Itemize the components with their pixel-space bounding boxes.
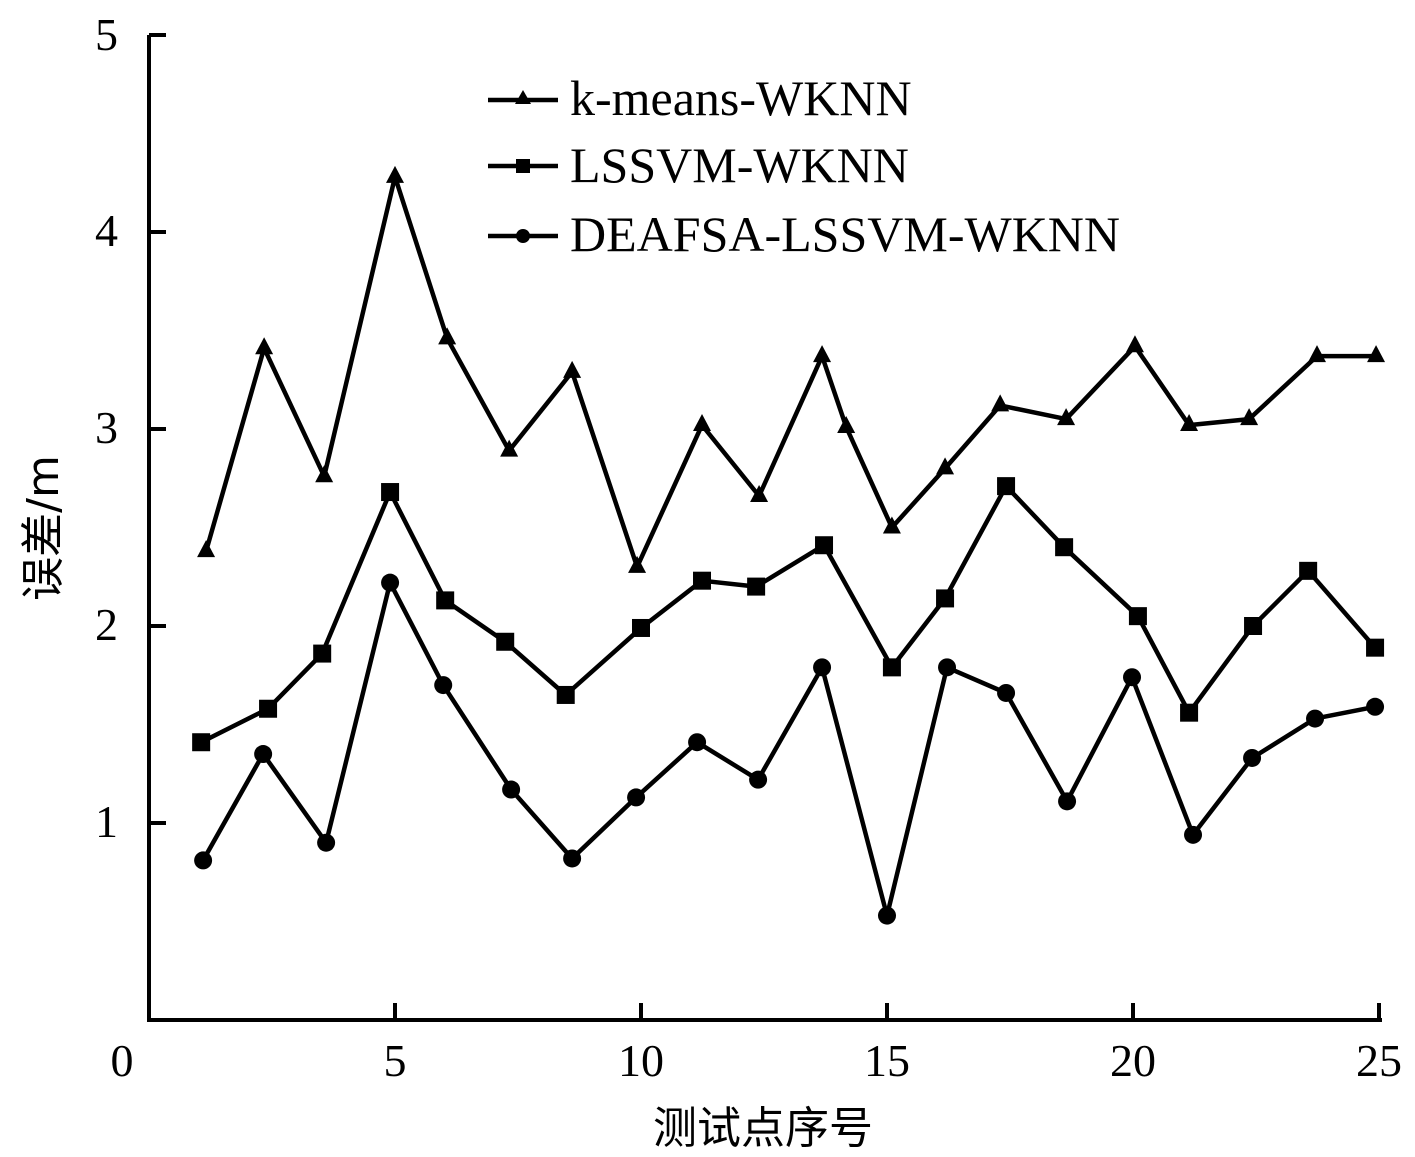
circle-marker-icon xyxy=(878,906,896,925)
y-axis-title: 误差/m xyxy=(18,455,69,601)
triangle-marker-icon xyxy=(837,416,856,434)
triangle-marker-icon xyxy=(315,465,334,483)
legend-item-deafsa-lssvm-wknn: DEAFSA-LSSVM-WKNN xyxy=(488,206,1120,262)
legend-label: DEAFSA-LSSVM-WKNN xyxy=(570,206,1120,262)
triangle-marker-icon xyxy=(255,337,274,355)
legend-item-k-means-wknn: k-means-WKNN xyxy=(488,70,912,126)
square-marker-icon xyxy=(1244,617,1263,635)
square-marker-icon xyxy=(496,632,515,651)
triangle-marker-icon xyxy=(1180,414,1199,432)
y-axis-ticks xyxy=(149,33,166,825)
series-layer xyxy=(192,165,1386,925)
square-marker-icon xyxy=(1366,638,1385,657)
square-icon xyxy=(516,159,530,173)
circle-marker-icon xyxy=(688,733,707,752)
square-marker-icon xyxy=(1128,607,1147,626)
square-marker-icon xyxy=(1299,561,1318,580)
circle-marker-icon xyxy=(563,849,582,868)
triangle-marker-icon xyxy=(882,516,901,534)
square-marker-icon xyxy=(936,589,955,608)
triangle-marker-icon xyxy=(563,360,582,378)
triangle-marker-icon xyxy=(1125,335,1144,353)
circle-marker-icon xyxy=(749,770,768,789)
triangle-marker-icon xyxy=(750,484,769,502)
series-lssvm-wknn xyxy=(192,477,1385,752)
triangle-icon xyxy=(515,90,531,104)
circle-marker-icon xyxy=(434,676,453,695)
triangle-marker-icon xyxy=(438,327,457,345)
circle-marker-icon xyxy=(194,851,213,870)
x-axis-title: 测试点序号 xyxy=(653,1103,873,1154)
circle-marker-icon xyxy=(254,745,273,764)
axes xyxy=(147,33,1382,1022)
square-marker-icon xyxy=(815,536,834,555)
circle-marker-icon xyxy=(1243,748,1262,767)
triangle-marker-icon xyxy=(936,457,955,475)
circle-marker-icon xyxy=(1184,825,1203,844)
triangle-marker-icon xyxy=(813,345,832,363)
x-tick-label: 15 xyxy=(864,1035,910,1086)
triangle-marker-icon xyxy=(1308,345,1327,363)
square-marker-icon xyxy=(632,618,650,637)
y-tick-label: 1 xyxy=(95,796,118,847)
y-tick-label: 3 xyxy=(95,402,118,453)
circle-marker-icon xyxy=(1058,792,1077,811)
square-marker-icon xyxy=(997,477,1016,496)
y-tick-label: 4 xyxy=(95,205,118,256)
x-tick-label: 20 xyxy=(1110,1035,1156,1086)
circle-marker-icon xyxy=(317,833,336,852)
x-axis-ticks xyxy=(393,1003,1381,1020)
x-tick-label: 5 xyxy=(384,1035,407,1086)
square-marker-icon xyxy=(1180,703,1199,722)
circle-marker-icon xyxy=(627,788,646,807)
square-marker-icon xyxy=(693,571,712,590)
triangle-marker-icon xyxy=(693,414,712,432)
circle-icon xyxy=(516,229,530,243)
legend-label: LSSVM-WKNN xyxy=(570,137,909,193)
triangle-marker-icon xyxy=(197,540,216,558)
square-marker-icon xyxy=(313,644,332,663)
triangle-marker-icon xyxy=(628,555,647,573)
circle-marker-icon xyxy=(381,573,400,592)
x-tick-label: 25 xyxy=(1356,1035,1402,1086)
square-marker-icon xyxy=(259,699,278,718)
circle-marker-icon xyxy=(813,658,832,677)
square-marker-icon xyxy=(1055,538,1074,557)
circle-marker-icon xyxy=(1123,668,1142,687)
circle-marker-icon xyxy=(997,683,1016,702)
triangle-marker-icon xyxy=(1367,345,1386,363)
square-marker-icon xyxy=(192,733,211,752)
square-marker-icon xyxy=(381,483,400,502)
circle-marker-icon xyxy=(938,658,957,677)
triangle-marker-icon xyxy=(386,165,404,183)
y-tick-labels: 1 2 3 4 5 xyxy=(95,9,118,847)
legend: k-means-WKNN LSSVM-WKNN DEAFSA-LSSVM-WKN… xyxy=(488,70,1120,262)
circle-marker-icon xyxy=(1306,709,1325,728)
square-marker-icon xyxy=(747,577,766,596)
circle-marker-icon xyxy=(502,780,521,799)
y-tick-label: 2 xyxy=(95,599,118,650)
square-marker-icon xyxy=(882,658,901,677)
series-deafsa-lssvm-wknn xyxy=(194,573,1385,925)
triangle-marker-icon xyxy=(991,394,1010,412)
circle-marker-icon xyxy=(1366,697,1385,716)
series-line xyxy=(201,580,1376,918)
triangle-marker-icon xyxy=(1057,408,1076,426)
square-marker-icon xyxy=(436,591,455,610)
x-tick-labels: 0 5 10 15 20 25 xyxy=(111,1035,1403,1086)
x-tick-label: 10 xyxy=(618,1035,664,1086)
series-k-means-wknn xyxy=(197,165,1386,573)
triangle-marker-icon xyxy=(1240,408,1259,426)
y-tick-label: 5 xyxy=(95,9,118,60)
legend-item-lssvm-wknn: LSSVM-WKNN xyxy=(488,137,909,193)
x-tick-label: 0 xyxy=(111,1035,134,1086)
series-line xyxy=(200,483,1377,745)
triangle-marker-icon xyxy=(500,439,519,457)
square-marker-icon xyxy=(556,685,575,704)
legend-label: k-means-WKNN xyxy=(570,70,912,126)
